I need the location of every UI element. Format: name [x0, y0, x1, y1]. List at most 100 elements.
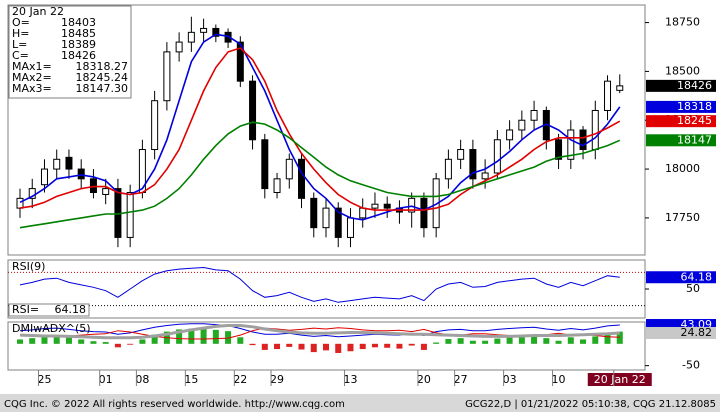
- candle-body: [285, 158, 293, 180]
- dmi-bar: [225, 331, 232, 344]
- dmi-bar: [237, 337, 244, 344]
- rsi-readout-value: 64.18: [55, 303, 87, 316]
- legend-box: [8, 5, 132, 99]
- dmi-bar: [604, 332, 611, 344]
- candle-body: [89, 178, 97, 193]
- candle-body: [493, 139, 501, 174]
- dmi-bar: [212, 329, 219, 344]
- legend-value: 18318.27: [76, 60, 129, 73]
- x-tick-label: 01: [99, 373, 113, 386]
- candle-body: [102, 188, 110, 195]
- dmi-bar: [78, 339, 85, 344]
- rsi-readout-label: RSI=: [12, 303, 39, 316]
- candle-body: [346, 217, 354, 238]
- dmi-bar: [396, 343, 403, 349]
- x-tick-label: 22: [233, 373, 247, 386]
- legend-label: L=: [12, 38, 27, 51]
- dmi-bar: [420, 343, 427, 350]
- dmi-bar: [127, 343, 134, 345]
- y-tick-label: 50: [686, 282, 700, 295]
- dmi-bar: [17, 339, 23, 344]
- dmi-bar: [323, 343, 329, 351]
- dmi-bar: [518, 335, 525, 344]
- x-tick-label: 20: [417, 373, 431, 386]
- candle-body: [530, 109, 538, 121]
- dmi-bar: [384, 343, 391, 348]
- x-tick-label: 29: [270, 373, 284, 386]
- dmi-bar: [29, 338, 36, 344]
- line: [19, 324, 620, 340]
- dmi-bar: [286, 343, 293, 347]
- x-tick-label: 03: [503, 373, 517, 386]
- dmi-bar: [261, 343, 268, 350]
- candle-body: [322, 207, 330, 229]
- ma-value-box: [646, 100, 716, 113]
- candle-body: [444, 158, 452, 180]
- panel-title: RSI(9): [12, 260, 45, 273]
- candle-body: [187, 31, 195, 43]
- rsi-value: 64.18: [681, 270, 713, 283]
- candle-body: [567, 129, 575, 160]
- dmi-bar: [151, 334, 158, 344]
- candle-body: [40, 168, 48, 186]
- legend-date: 20 Jan 22: [12, 5, 64, 18]
- candle-body: [383, 203, 391, 209]
- legend-label: MAx3=: [12, 82, 52, 95]
- dmi-bar: [457, 338, 464, 344]
- date-highlight: [587, 373, 652, 386]
- candle-body: [579, 129, 587, 151]
- candle-body: [200, 27, 208, 33]
- dmi-bar: [555, 340, 562, 344]
- candle-body: [298, 158, 306, 199]
- candle-body: [555, 139, 563, 160]
- dmi-bar: [592, 336, 599, 344]
- rsi-value-box: [646, 271, 716, 284]
- candle-body: [65, 156, 73, 170]
- dmi-value-box: [646, 326, 716, 339]
- candle-body: [273, 178, 281, 193]
- dmi-bar: [53, 335, 60, 344]
- dmi-bar: [408, 343, 415, 346]
- candle-body: [408, 197, 416, 213]
- dmi-value: 24.82: [681, 326, 713, 339]
- candle-body: [212, 27, 220, 37]
- dmi-bar: [580, 339, 587, 344]
- legend-label: O=: [12, 16, 30, 29]
- dmi-bar: [298, 343, 305, 350]
- candle-body: [604, 80, 612, 111]
- x-tick-label: 20 Jan 22: [594, 373, 646, 386]
- candle-body: [334, 207, 342, 238]
- y-tick-label: -50: [682, 359, 700, 372]
- x-tick-label: 13: [343, 373, 357, 386]
- dmi-bar: [433, 342, 440, 344]
- candle-body: [481, 172, 489, 180]
- last-price: 18426: [677, 79, 712, 92]
- y-tick-label: 18500: [665, 64, 700, 77]
- dmi-bar: [359, 343, 366, 350]
- dmi-bar: [274, 343, 281, 350]
- candle-body: [16, 197, 24, 209]
- line: [19, 121, 621, 229]
- dmi-bar: [176, 329, 183, 344]
- ma-value-box: [646, 115, 716, 128]
- y-tick-label: 18750: [665, 16, 700, 29]
- x-tick-label: 10: [552, 373, 566, 386]
- candle-body: [469, 149, 477, 180]
- legend-label: H=: [12, 27, 30, 40]
- last-price-box: [646, 79, 716, 92]
- candle-body: [359, 207, 367, 219]
- dmi-bar: [310, 343, 317, 353]
- dmi-bar: [249, 343, 256, 346]
- dmi-bar: [188, 328, 195, 344]
- dmi-bar: [335, 343, 342, 353]
- line: [19, 323, 620, 338]
- candle-body: [53, 158, 61, 170]
- legend-label: C=: [12, 49, 29, 62]
- footer-left: CQG Inc. © 2022 All rights reserved worl…: [4, 399, 345, 410]
- dmi-bar: [139, 339, 146, 344]
- candle-body: [518, 119, 526, 131]
- candle-body: [420, 197, 428, 229]
- x-tick-label: 08: [135, 373, 149, 386]
- legend-value: 18426: [61, 49, 96, 62]
